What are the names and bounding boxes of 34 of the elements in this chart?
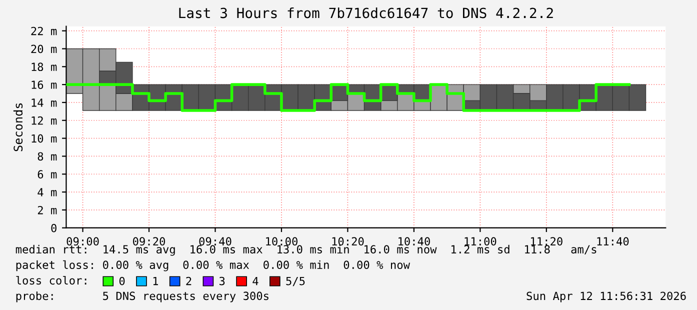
legend-label: 0 [119, 276, 125, 286]
x-tick-label: 10:00 [266, 237, 298, 246]
x-tick-label: 11:20 [531, 237, 562, 246]
chart-title: Last 3 Hours from 7b716dc61647 to DNS 4.2.2.2 [179, 7, 553, 18]
y-tick-label: 0 [51, 224, 56, 232]
legend-label: 3 [220, 276, 225, 286]
y-tick-label: 4 m [38, 188, 57, 196]
x-tick-label: 11:40 [597, 237, 629, 246]
legend-label: 2 [186, 276, 192, 286]
x-tick-label: 10:40 [398, 237, 430, 246]
y-tick-label: 2 m [38, 206, 57, 214]
x-tick-label: 09:00 [66, 237, 99, 246]
y-axis-title: Seconds [13, 103, 23, 152]
y-tick-label: 18 m [32, 62, 57, 72]
y-tick-label: 12 m [32, 116, 57, 125]
x-tick-label: 11:00 [464, 237, 496, 246]
y-tick-label: 22 m [31, 26, 57, 36]
y-tick-label: 8 m [38, 152, 57, 161]
x-tick-label: 09:40 [199, 237, 232, 246]
text: median rtt: 14.5 ms avg 16.0 ms max 13.0 ms min 16.0 ms now 1.2 ms sd 11.8 am/s [16, 244, 596, 256]
y-tick-label: 14 m [32, 98, 57, 107]
y-tick-label: 20 m [31, 44, 57, 54]
text: packet loss: 0.00 % avg 0.00 % max 0.00 % min 0.00 % now [16, 260, 410, 272]
y-tick-label: 10 m [32, 134, 57, 143]
x-tick-label: 09:20 [133, 237, 166, 246]
legend-label: 4 [252, 276, 258, 286]
legend-label: 1 [153, 276, 158, 286]
text: probe: 5 DNS requests every 300s [16, 291, 268, 302]
text: Sun Apr 12 11:56:31 2026 [526, 292, 686, 302]
x-tick-label: 10:20 [332, 237, 364, 246]
legend-title: loss color: [16, 276, 86, 285]
y-tick-label: 6 m [38, 170, 57, 179]
y-tick-label: 16 m [32, 80, 57, 89]
legend-label: 5/5 [286, 276, 305, 286]
